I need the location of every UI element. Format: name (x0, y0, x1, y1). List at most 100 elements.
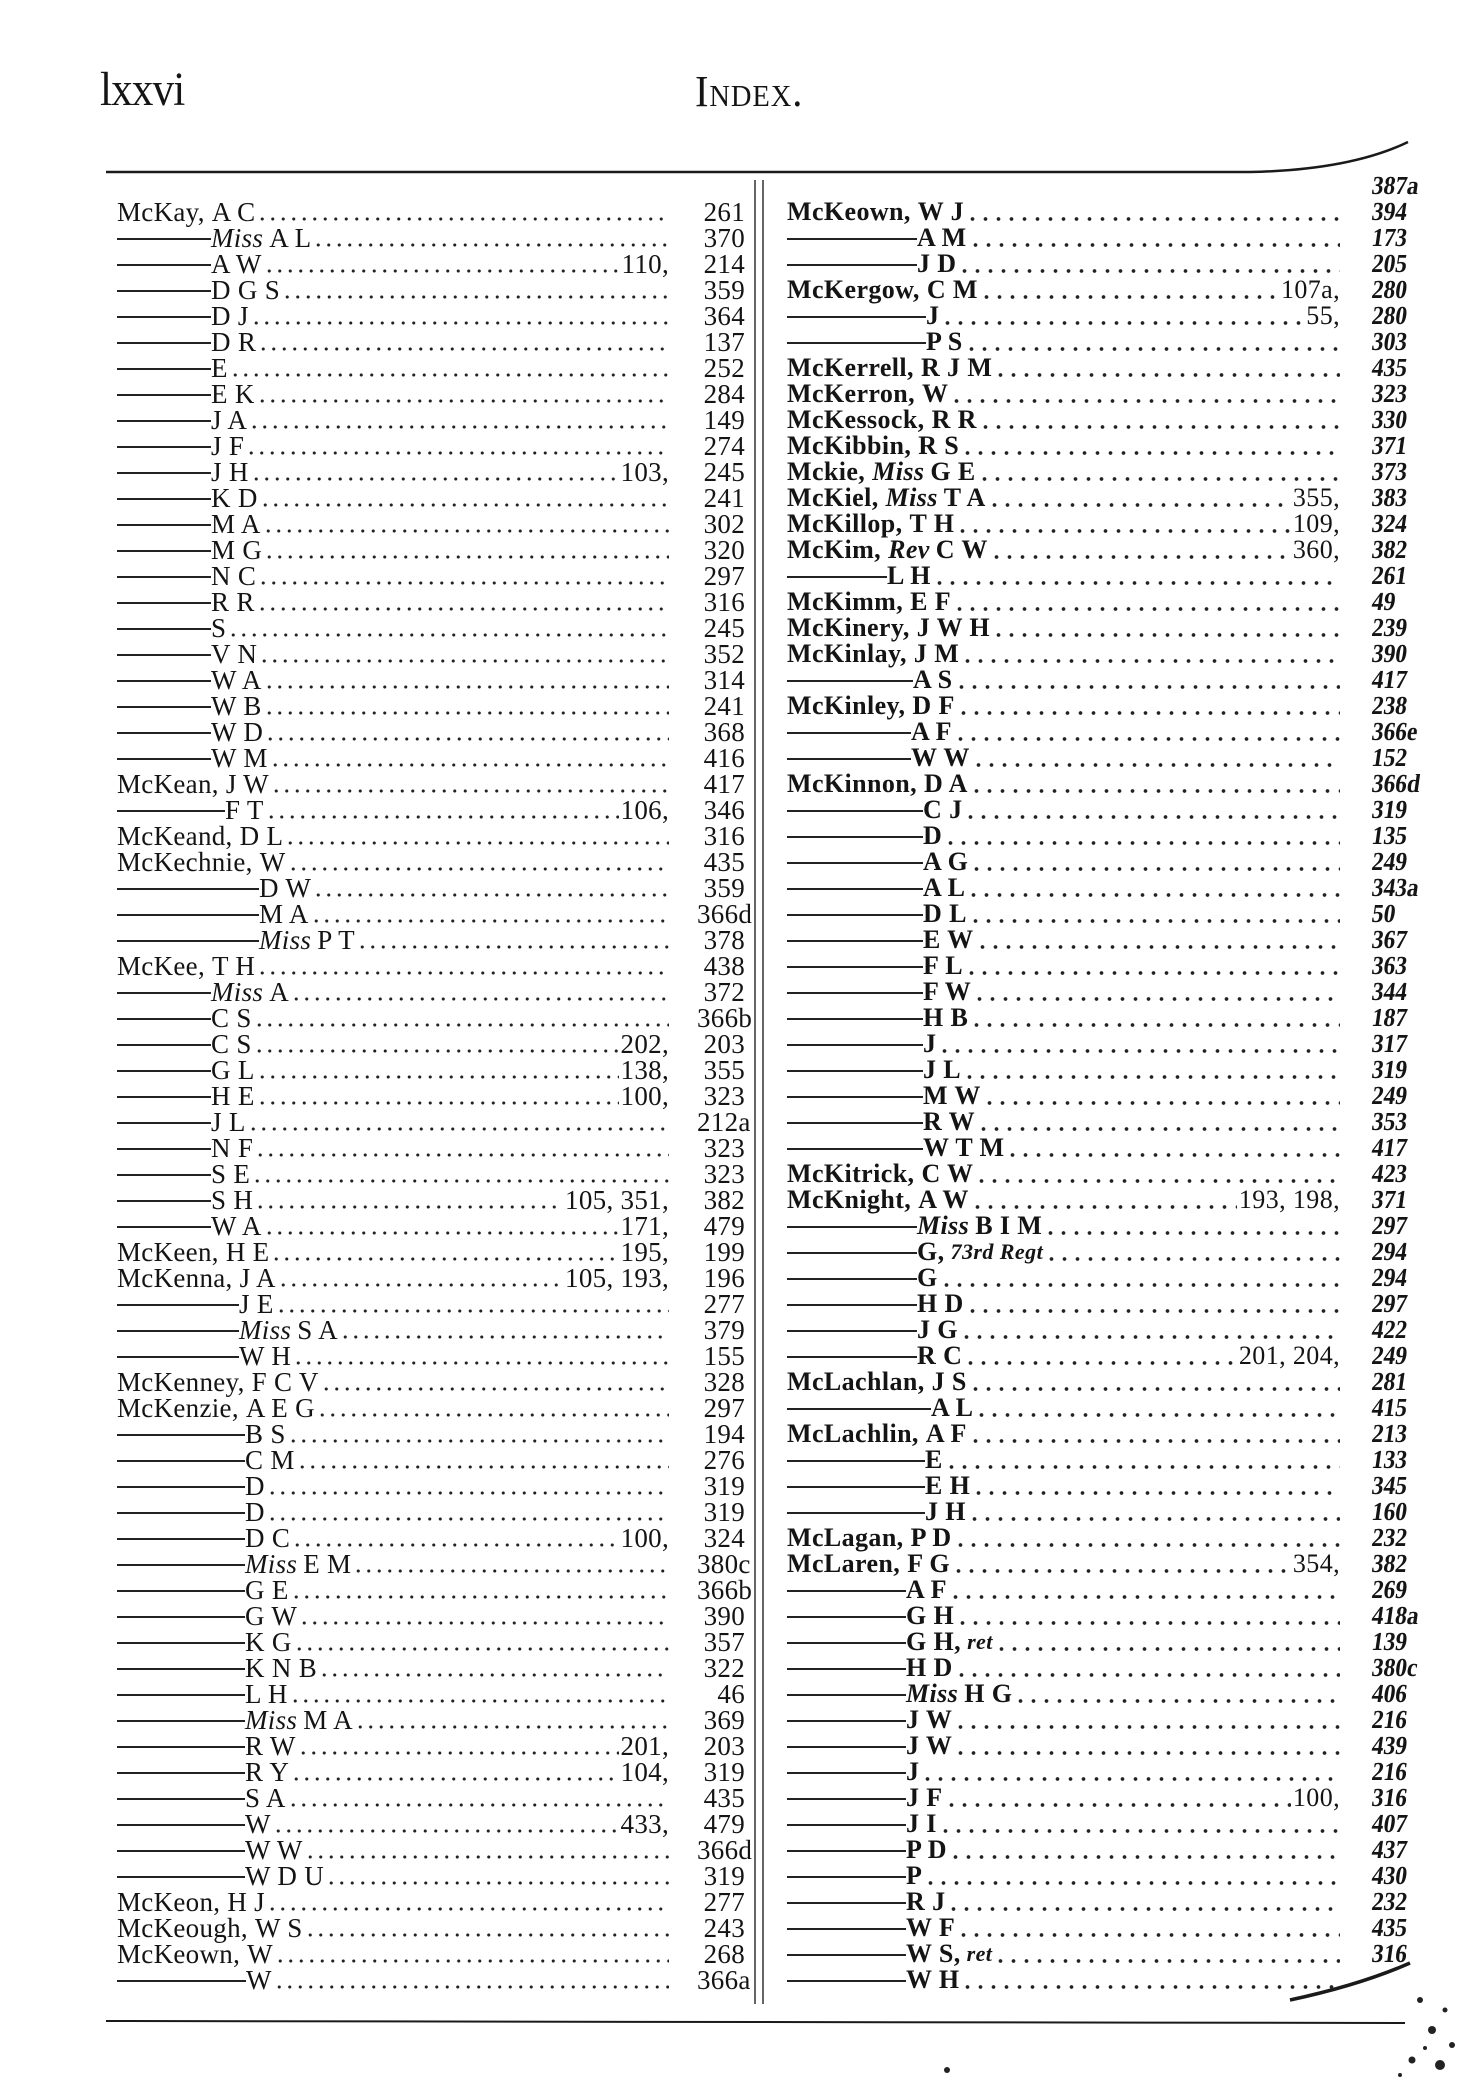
dot-leader (966, 1369, 1340, 1395)
ditto-dash (117, 758, 211, 760)
entry-title: Miss (906, 1679, 959, 1708)
entry-initials: R Y (245, 1757, 290, 1787)
dot-leader (951, 1525, 1340, 1551)
entry-initials: C S (211, 1029, 252, 1059)
ditto-dash (117, 1824, 245, 1826)
dot-leader (959, 1967, 1340, 1993)
ditto-dash (787, 264, 917, 266)
dot-leader (317, 1655, 669, 1681)
entry-initials: D L (923, 899, 967, 928)
dot-leader (956, 251, 1340, 277)
index-entry: McLaren, F G 354, (787, 1551, 1340, 1577)
entry-page: 359 (703, 275, 745, 305)
entry-initials: C W (921, 1159, 974, 1188)
dot-leader (295, 1733, 619, 1759)
index-sub-entry: V N 352 (117, 639, 745, 669)
index-sub-entry: B S 194 (117, 1419, 745, 1449)
entry-initials: C W (935, 535, 988, 564)
index-sub-entry: J E 277 (117, 1291, 745, 1318)
entry-page: 252 (703, 353, 745, 383)
entry-title: Miss (259, 925, 312, 955)
dot-leader (952, 1655, 1340, 1681)
ditto-dash (117, 1486, 245, 1488)
index-sub-entry: D 319 (117, 1499, 745, 1526)
entry-initials: T A (943, 483, 986, 512)
ditto-dash (117, 264, 211, 266)
entry-surname: McKessock, (787, 405, 925, 434)
index-sub-entry: J W (787, 1733, 1340, 1759)
entry-extra-pages: 105, 193, (565, 1263, 669, 1293)
entry-page: 430 (1370, 1861, 1410, 1890)
ditto-dash (117, 1096, 211, 1098)
entry-page: 324 (1370, 509, 1410, 538)
entry-initials: P D (906, 1835, 947, 1864)
entry-page: 378 (703, 925, 745, 955)
ditto-dash (787, 1304, 917, 1306)
entry-surname: McKee, (117, 951, 206, 981)
entry-page: 294 (1370, 1237, 1410, 1266)
index-sub-entry: D G S 359 (117, 275, 745, 305)
index-sub-entry: Miss B I M (787, 1213, 1340, 1239)
dot-leader (289, 1759, 619, 1785)
entry-surname: McKeen, (117, 1237, 219, 1267)
entry-initials: W W (245, 1835, 303, 1865)
index-sub-entry: R Y 104, 319 (117, 1757, 745, 1787)
entry-page: 352 (703, 639, 745, 669)
entry-initials: J H (211, 457, 249, 487)
entry-initials: S H (211, 1185, 254, 1215)
index-sub-entry: J L (787, 1057, 1340, 1083)
ditto-dash (117, 732, 211, 734)
entry-initials: J L (923, 1055, 962, 1084)
dot-leader (264, 1889, 669, 1915)
index-entry: McKay, A C 261 (117, 199, 745, 226)
dot-leader (962, 329, 1340, 355)
index-entry: McKeown, W J (787, 199, 1340, 225)
dot-leader (244, 433, 669, 459)
ditto-dash (787, 1980, 906, 1982)
entry-title: Miss (885, 483, 938, 512)
entry-note: ret (967, 1629, 993, 1654)
entry-page: 328 (703, 1367, 745, 1397)
entry-page: 303 (1370, 327, 1410, 356)
entry-initials: D C (245, 1523, 291, 1553)
index-sub-entry: A L (787, 1395, 1340, 1421)
dot-leader (269, 1239, 619, 1265)
dot-leader (985, 485, 1291, 511)
dot-leader (954, 1603, 1340, 1629)
entry-page: 417 (1370, 1133, 1410, 1162)
entry-surname: McKenna, (117, 1263, 233, 1293)
index-sub-entry: G, 73rd Regt (787, 1239, 1340, 1265)
index-sub-entry: W H 155 (117, 1343, 745, 1370)
entry-page: 322 (703, 1653, 745, 1683)
entry-initials: H J (227, 1887, 265, 1917)
ditto-dash (117, 1720, 245, 1722)
index-entry: McKergow, C M 107a, (787, 277, 1340, 303)
dot-leader (254, 1083, 619, 1109)
dot-leader (253, 1187, 564, 1213)
dot-leader (253, 1135, 669, 1161)
entry-page: 284 (703, 379, 745, 409)
index-sub-entry: K G 357 (117, 1629, 745, 1656)
entry-initials: G H, (906, 1627, 962, 1656)
entry-page: 345 (1370, 1471, 1410, 1500)
dot-leader (965, 1499, 1340, 1525)
ditto-dash (787, 576, 887, 578)
entry-initials: G E (245, 1575, 289, 1605)
entry-page: 382 (703, 1185, 745, 1215)
dot-leader (302, 1837, 669, 1863)
entry-title: Miss (872, 457, 925, 486)
entry-page: 196 (703, 1263, 745, 1293)
ditto-dash (117, 1772, 245, 1774)
entry-title: Miss (245, 1705, 298, 1735)
index-sub-entry: A F (787, 719, 1340, 745)
ditto-dash (117, 992, 211, 994)
entry-page: 249 (1370, 847, 1410, 876)
entry-extra-pages: 360, (1292, 535, 1340, 564)
dot-leader (966, 1421, 1340, 1447)
dot-leader (965, 875, 1340, 901)
dot-leader (272, 1941, 669, 1967)
dot-leader (968, 1005, 1340, 1031)
entry-page: 194 (703, 1419, 745, 1449)
index-sub-entry: M A 302 (117, 511, 745, 538)
entry-surname: McKnight, (787, 1185, 912, 1214)
